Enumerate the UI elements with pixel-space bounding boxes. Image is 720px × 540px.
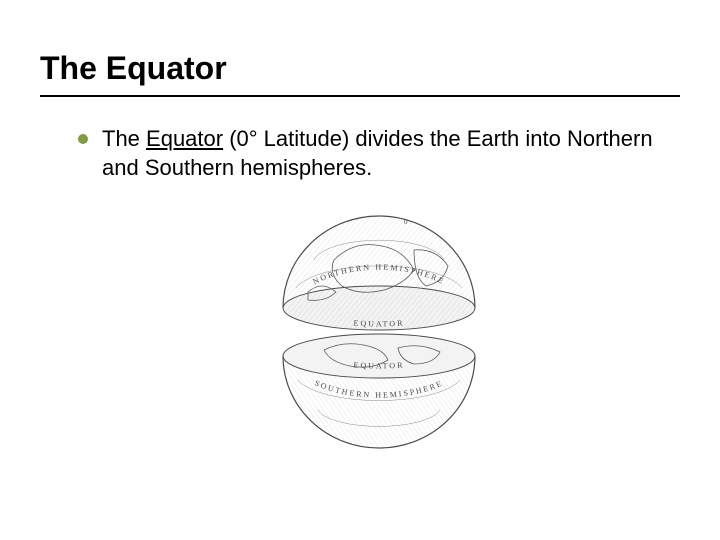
bullet-icon [78,134,88,144]
bullet-pre: The [102,126,146,151]
bullet-text: The Equator (0° Latitude) divides the Ea… [102,125,680,182]
bullet-item: The Equator (0° Latitude) divides the Ea… [78,125,680,182]
slide-title: The Equator [40,50,680,87]
southern-hemisphere: EQUATOR SOUTHERN HEMISPHERE [283,334,475,448]
body-area: The Equator (0° Latitude) divides the Ea… [40,125,680,460]
bullet-underlined: Equator [146,126,223,151]
equator-top-label: EQUATOR [353,319,404,329]
slide: The Equator The Equator (0° Latitude) di… [0,0,720,540]
title-area: The Equator [40,50,680,97]
hemisphere-svg: 0 NORTHERN HEMISPHERE EQUATOR [264,200,494,460]
northern-hemisphere: 0 NORTHERN HEMISPHERE EQUATOR [283,216,475,330]
hemisphere-figure: 0 NORTHERN HEMISPHERE EQUATOR [78,200,680,460]
zero-label: 0 [404,218,409,226]
equator-bottom-label: EQUATOR [353,361,404,371]
